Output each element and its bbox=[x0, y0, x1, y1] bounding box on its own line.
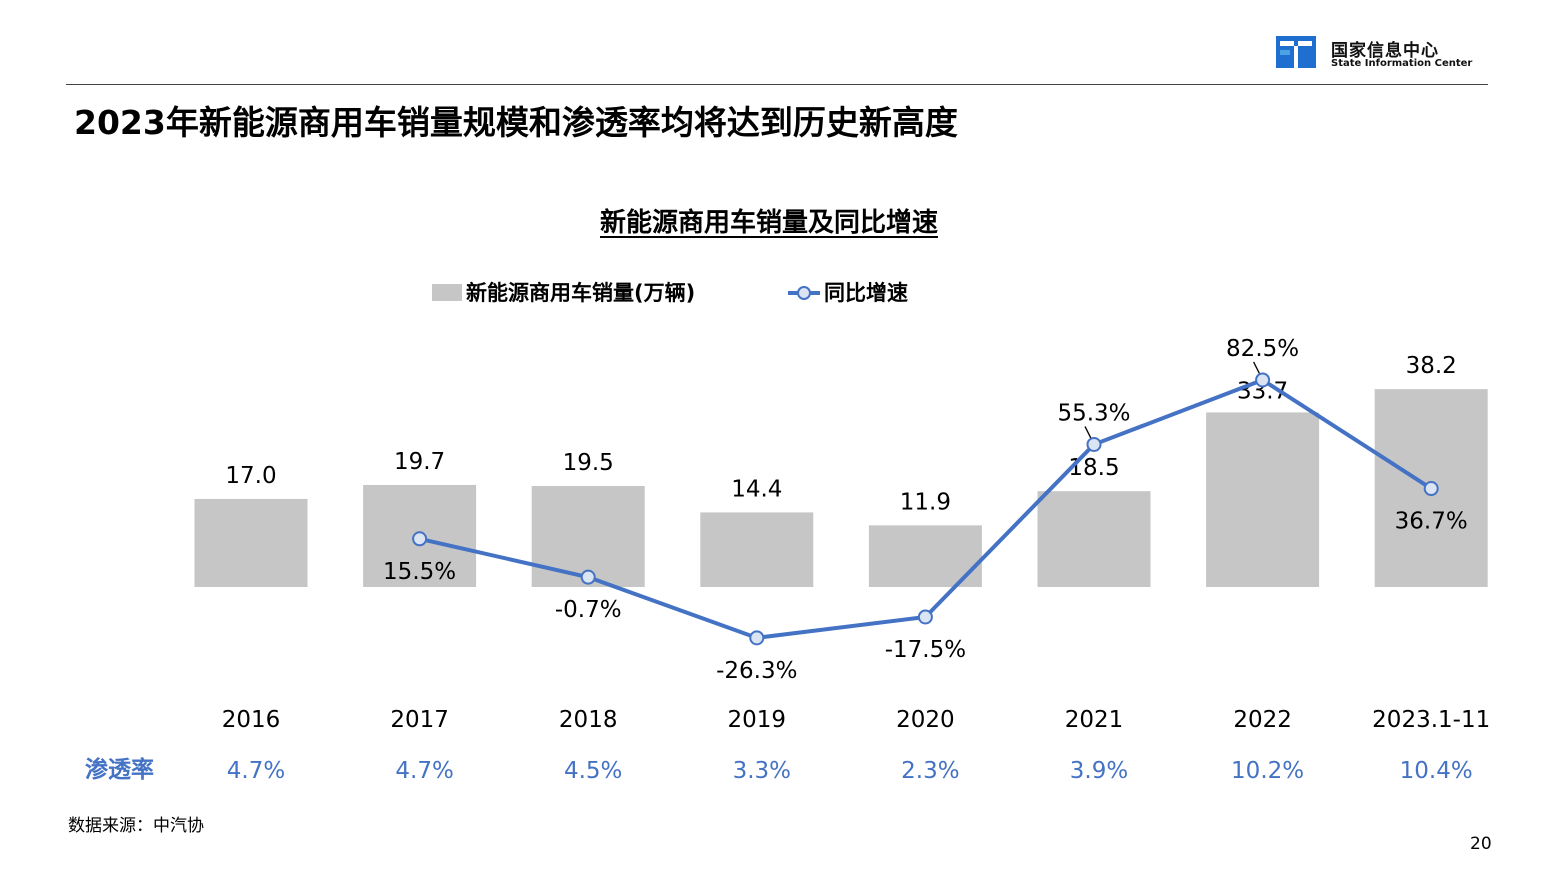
x-tick-label: 2017 bbox=[390, 707, 449, 733]
penetration-rate-value: 10.4% bbox=[1400, 758, 1473, 784]
penetration-rate-value: 4.7% bbox=[395, 758, 453, 784]
slide-title: 2023年新能源商用车销量规模和渗透率均将达到历史新高度 bbox=[74, 103, 958, 142]
sales-bar-label: 19.5 bbox=[563, 450, 614, 476]
growth-point bbox=[749, 630, 765, 646]
growth-label: -26.3% bbox=[716, 658, 797, 684]
legend-label-growth: 同比增速 bbox=[824, 281, 908, 305]
x-tick-label: 2020 bbox=[896, 707, 955, 733]
sales-bar-label: 18.5 bbox=[1068, 455, 1119, 481]
growth-label-leader bbox=[1084, 426, 1092, 439]
x-tick-label: 2018 bbox=[559, 707, 618, 733]
growth-label: 15.5% bbox=[383, 559, 456, 585]
penetration-rate-value: 4.5% bbox=[564, 758, 622, 784]
growth-point bbox=[1086, 436, 1102, 452]
x-tick-label: 2023.1-11 bbox=[1372, 707, 1490, 733]
sales-bar-label: 19.7 bbox=[394, 449, 445, 475]
penetration-rate-value: 3.3% bbox=[733, 758, 791, 784]
growth-label: -17.5% bbox=[885, 637, 966, 663]
growth-point bbox=[1423, 481, 1439, 497]
sales-bar bbox=[1037, 491, 1151, 587]
sales-bar bbox=[700, 512, 814, 587]
chart-title: 新能源商用车销量及同比增速 bbox=[600, 208, 939, 238]
growth-point bbox=[1255, 372, 1271, 388]
growth-point bbox=[580, 569, 596, 585]
sales-bar-label: 14.4 bbox=[731, 476, 782, 502]
legend-label-sales: 新能源商用车销量(万辆) bbox=[466, 281, 696, 305]
org-name-en: State Information Center bbox=[1331, 58, 1473, 69]
x-tick-label: 2019 bbox=[728, 707, 787, 733]
x-tick-label: 2022 bbox=[1233, 707, 1292, 733]
sales-bar-label: 38.2 bbox=[1406, 353, 1457, 379]
penetration-rate-value: 10.2% bbox=[1231, 758, 1304, 784]
x-tick-label: 2016 bbox=[222, 707, 281, 733]
growth-label: 36.7% bbox=[1395, 509, 1468, 535]
penetration-rate-value: 4.7% bbox=[227, 758, 285, 784]
sales-bar-label: 11.9 bbox=[900, 489, 951, 515]
header-divider bbox=[66, 84, 1488, 85]
legend-bar-swatch bbox=[432, 284, 462, 301]
org-name-cn: 国家信息中心 bbox=[1331, 41, 1439, 61]
growth-label: -0.7% bbox=[555, 597, 622, 623]
page-number: 20 bbox=[1470, 834, 1492, 854]
penetration-rate-label: 渗透率 bbox=[85, 757, 154, 783]
penetration-rate-value: 2.3% bbox=[901, 758, 959, 784]
state-information-center-logo-icon bbox=[1276, 36, 1316, 68]
growth-point bbox=[412, 531, 428, 547]
sales-bar-label: 17.0 bbox=[225, 463, 276, 489]
growth-label-leader bbox=[1253, 361, 1261, 375]
growth-point bbox=[917, 609, 933, 625]
sales-bar bbox=[194, 498, 308, 587]
data-source: 数据来源：中汽协 bbox=[68, 816, 204, 836]
x-tick-label: 2021 bbox=[1065, 707, 1124, 733]
sales-bar bbox=[1206, 412, 1320, 587]
penetration-rate-value: 3.9% bbox=[1070, 758, 1128, 784]
growth-label: 82.5% bbox=[1226, 336, 1299, 362]
organization-logo: 国家信息中心 State Information Center bbox=[1276, 36, 1488, 70]
legend-line-marker-icon bbox=[788, 286, 820, 300]
growth-label: 55.3% bbox=[1057, 400, 1130, 426]
